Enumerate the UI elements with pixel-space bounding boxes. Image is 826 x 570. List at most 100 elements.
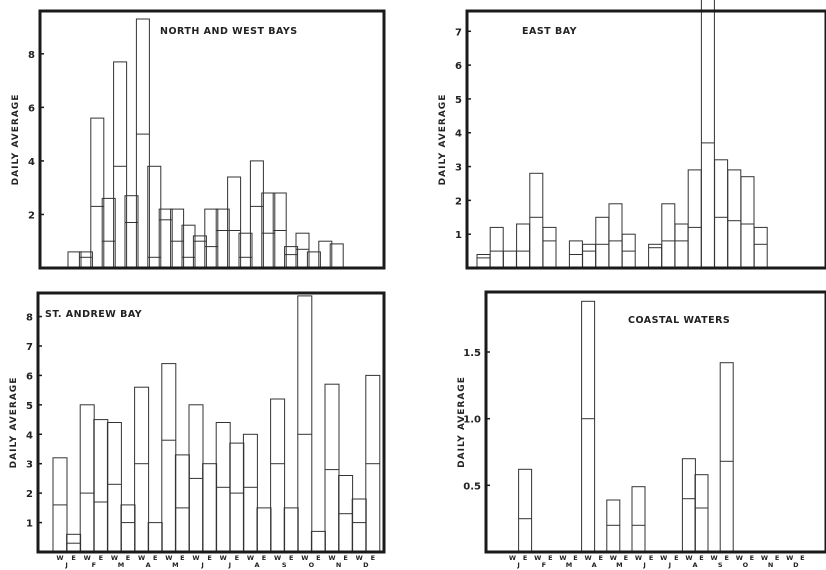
bar bbox=[489, 226, 504, 269]
x-wind-label: E bbox=[674, 554, 678, 562]
bar bbox=[79, 404, 95, 553]
bar bbox=[595, 216, 610, 269]
x-wind-label: E bbox=[548, 554, 552, 562]
x-wind-label: W bbox=[356, 554, 363, 562]
x-wind-label: W bbox=[84, 554, 91, 562]
bar bbox=[324, 383, 340, 553]
x-wind-label: W bbox=[220, 554, 227, 562]
x-wind-label: W bbox=[786, 554, 793, 562]
y-tick-label: 4 bbox=[28, 157, 35, 168]
bar bbox=[581, 300, 596, 553]
y-tick-label: 4 bbox=[455, 129, 462, 140]
x-month-label: A bbox=[692, 561, 697, 569]
bar bbox=[516, 223, 531, 269]
x-wind-label: W bbox=[56, 554, 63, 562]
x-wind-label: W bbox=[111, 554, 118, 562]
y-tick-label: 3 bbox=[455, 163, 462, 174]
x-month-label: J bbox=[516, 561, 519, 569]
x-month-label: N bbox=[336, 561, 341, 569]
y-tick-label: 3 bbox=[26, 460, 33, 471]
x-month-label: M bbox=[172, 561, 178, 569]
bar bbox=[542, 226, 557, 269]
y-axis-label: DAILY AVERAGE bbox=[438, 94, 448, 186]
x-month-label: A bbox=[146, 561, 151, 569]
x-wind-label: W bbox=[585, 554, 592, 562]
y-tick-label: 5 bbox=[455, 95, 462, 106]
plot-frame bbox=[38, 9, 386, 270]
bar bbox=[700, 0, 715, 269]
x-wind-label: E bbox=[126, 554, 130, 562]
chart-title: EAST BAY bbox=[522, 26, 577, 37]
bar bbox=[719, 362, 734, 553]
bar bbox=[518, 468, 533, 553]
x-wind-label: W bbox=[736, 554, 743, 562]
y-tick-label: 1 bbox=[455, 230, 462, 241]
x-wind-label: E bbox=[71, 554, 75, 562]
bar bbox=[727, 169, 742, 269]
chart-east-bay: 1 2 3 4 5 6 7 DAILY AVERAGE EAST BAY bbox=[438, 0, 826, 270]
chart-title: ST. ANDREW BAY bbox=[45, 309, 142, 320]
x-wind-label: E bbox=[289, 554, 293, 562]
x-wind-label: W bbox=[559, 554, 566, 562]
x-wind-label: E bbox=[235, 554, 239, 562]
y-tick-label: 7 bbox=[455, 27, 462, 38]
bar bbox=[351, 498, 367, 553]
x-month-label: S bbox=[282, 561, 287, 569]
x-month-label: M bbox=[616, 561, 622, 569]
x-month-label: J bbox=[668, 561, 671, 569]
x-wind-label: W bbox=[247, 554, 254, 562]
x-wind-label: E bbox=[262, 554, 266, 562]
x-wind-label: E bbox=[523, 554, 527, 562]
y-tick-label: 2 bbox=[455, 196, 462, 207]
bar bbox=[714, 159, 729, 269]
x-wind-label: W bbox=[534, 554, 541, 562]
bar bbox=[529, 172, 544, 269]
bar bbox=[502, 250, 517, 269]
x-month-label: D bbox=[363, 561, 369, 569]
y-tick-label: 6 bbox=[26, 371, 33, 382]
y-tick-label: 4 bbox=[26, 430, 33, 441]
x-wind-label: E bbox=[371, 554, 375, 562]
x-wind-label: E bbox=[624, 554, 628, 562]
bar bbox=[270, 398, 286, 553]
bar bbox=[606, 499, 621, 553]
x-wind-label: E bbox=[699, 554, 703, 562]
y-tick-label: 1.5 bbox=[463, 348, 481, 359]
bar bbox=[476, 254, 491, 269]
y-tick-label: 1 bbox=[26, 519, 33, 530]
plot-frame bbox=[36, 291, 386, 554]
y-axis-label: DAILY AVERAGE bbox=[457, 376, 467, 468]
x-wind-label: W bbox=[165, 554, 172, 562]
x-month-label: J bbox=[642, 561, 645, 569]
bar bbox=[297, 295, 313, 553]
bar bbox=[229, 442, 245, 553]
bar bbox=[161, 363, 177, 553]
x-wind-label: E bbox=[573, 554, 577, 562]
y-tick-label: 2 bbox=[28, 210, 35, 221]
x-wind-label: W bbox=[138, 554, 145, 562]
x-wind-label: E bbox=[99, 554, 103, 562]
x-wind-label: W bbox=[660, 554, 667, 562]
x-month-label: O bbox=[309, 561, 315, 569]
bar bbox=[694, 474, 709, 553]
y-axis-label: DAILY AVERAGE bbox=[9, 377, 19, 469]
x-month-label: A bbox=[254, 561, 259, 569]
bar bbox=[661, 203, 676, 269]
x-wind-label: W bbox=[509, 554, 516, 562]
y-tick-label: 0.5 bbox=[463, 481, 481, 492]
bar bbox=[202, 463, 218, 553]
y-tick-label: 8 bbox=[28, 50, 35, 61]
x-wind-label: E bbox=[343, 554, 347, 562]
bar bbox=[582, 243, 597, 269]
x-wind-label: E bbox=[649, 554, 653, 562]
x-wind-label: E bbox=[724, 554, 728, 562]
x-wind-label: E bbox=[775, 554, 779, 562]
x-month-label: J bbox=[200, 561, 203, 569]
bar bbox=[283, 507, 299, 553]
x-wind-label: W bbox=[274, 554, 281, 562]
bar bbox=[106, 422, 122, 553]
x-month-label: D bbox=[793, 561, 799, 569]
x-wind-label: W bbox=[711, 554, 718, 562]
plot-frame bbox=[484, 290, 826, 554]
x-wind-label: E bbox=[800, 554, 804, 562]
